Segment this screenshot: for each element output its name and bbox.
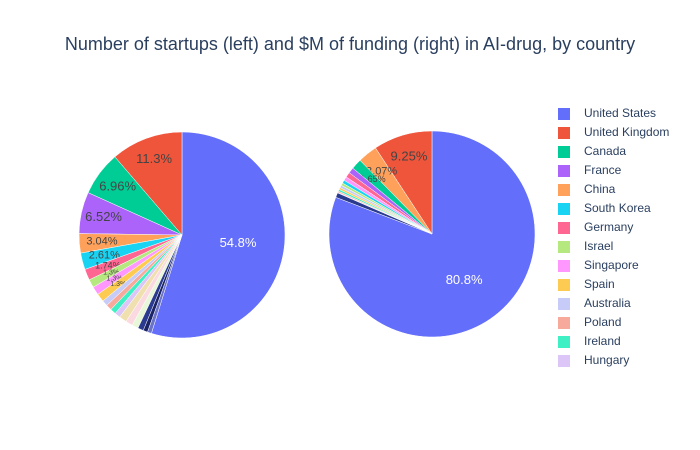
slice-label: 11.3% (136, 151, 172, 166)
legend-label[interactable]: South Korea (584, 201, 651, 215)
slice-label: 3.04% (86, 235, 117, 247)
legend-swatch[interactable] (558, 241, 570, 253)
legend-swatch[interactable] (558, 260, 570, 272)
legend-swatch[interactable] (558, 222, 570, 234)
legend-swatch[interactable] (558, 317, 570, 329)
slice-label: 6.52% (85, 209, 122, 224)
legend-swatch[interactable] (558, 127, 570, 139)
legend-swatch[interactable] (558, 203, 570, 215)
legend-label[interactable]: Poland (584, 315, 621, 329)
legend-label[interactable]: Hungary (584, 353, 629, 367)
legend-label[interactable]: Singapore (584, 258, 639, 272)
slice-label: 1.65% (360, 174, 386, 184)
legend-swatch[interactable] (558, 184, 570, 196)
pie-slice (147, 234, 183, 334)
legend-label[interactable]: United States (584, 106, 656, 120)
legend-label[interactable]: Canada (584, 144, 626, 158)
legend-label[interactable]: United Kingdom (584, 125, 669, 139)
slice-label: 1.74% (95, 260, 121, 270)
chart-title: Number of startups (left) and $M of fund… (65, 34, 635, 54)
legend-label[interactable]: Spain (584, 277, 615, 291)
legend-label[interactable]: Germany (584, 220, 633, 234)
slice-label: 1.3% (107, 275, 123, 282)
pie-slice (335, 192, 433, 235)
legend-label[interactable]: Australia (584, 296, 631, 310)
legend-label[interactable]: China (584, 182, 616, 196)
slice-label: 1.3% (110, 281, 126, 288)
legend-swatch[interactable] (558, 146, 570, 158)
slice-label: 6.96% (99, 178, 136, 193)
pie-slice (114, 131, 183, 236)
legend-swatch[interactable] (558, 336, 570, 348)
slice-label: 2.61% (89, 249, 120, 261)
legend-swatch[interactable] (558, 355, 570, 367)
slice-label: 54.8% (220, 235, 257, 250)
legend-label[interactable]: France (584, 163, 622, 177)
pie-slice (151, 131, 286, 339)
legend-swatch[interactable] (558, 279, 570, 291)
slice-label: 1.3% (103, 270, 119, 277)
legend-swatch[interactable] (558, 108, 570, 120)
slice-label: 80.8% (446, 272, 483, 287)
legend-label[interactable]: Ireland (584, 334, 621, 348)
legend-swatch[interactable] (558, 298, 570, 310)
legend-label[interactable]: Israel (584, 239, 613, 253)
slice-label: 9.25% (391, 148, 428, 163)
legend-swatch[interactable] (558, 165, 570, 177)
